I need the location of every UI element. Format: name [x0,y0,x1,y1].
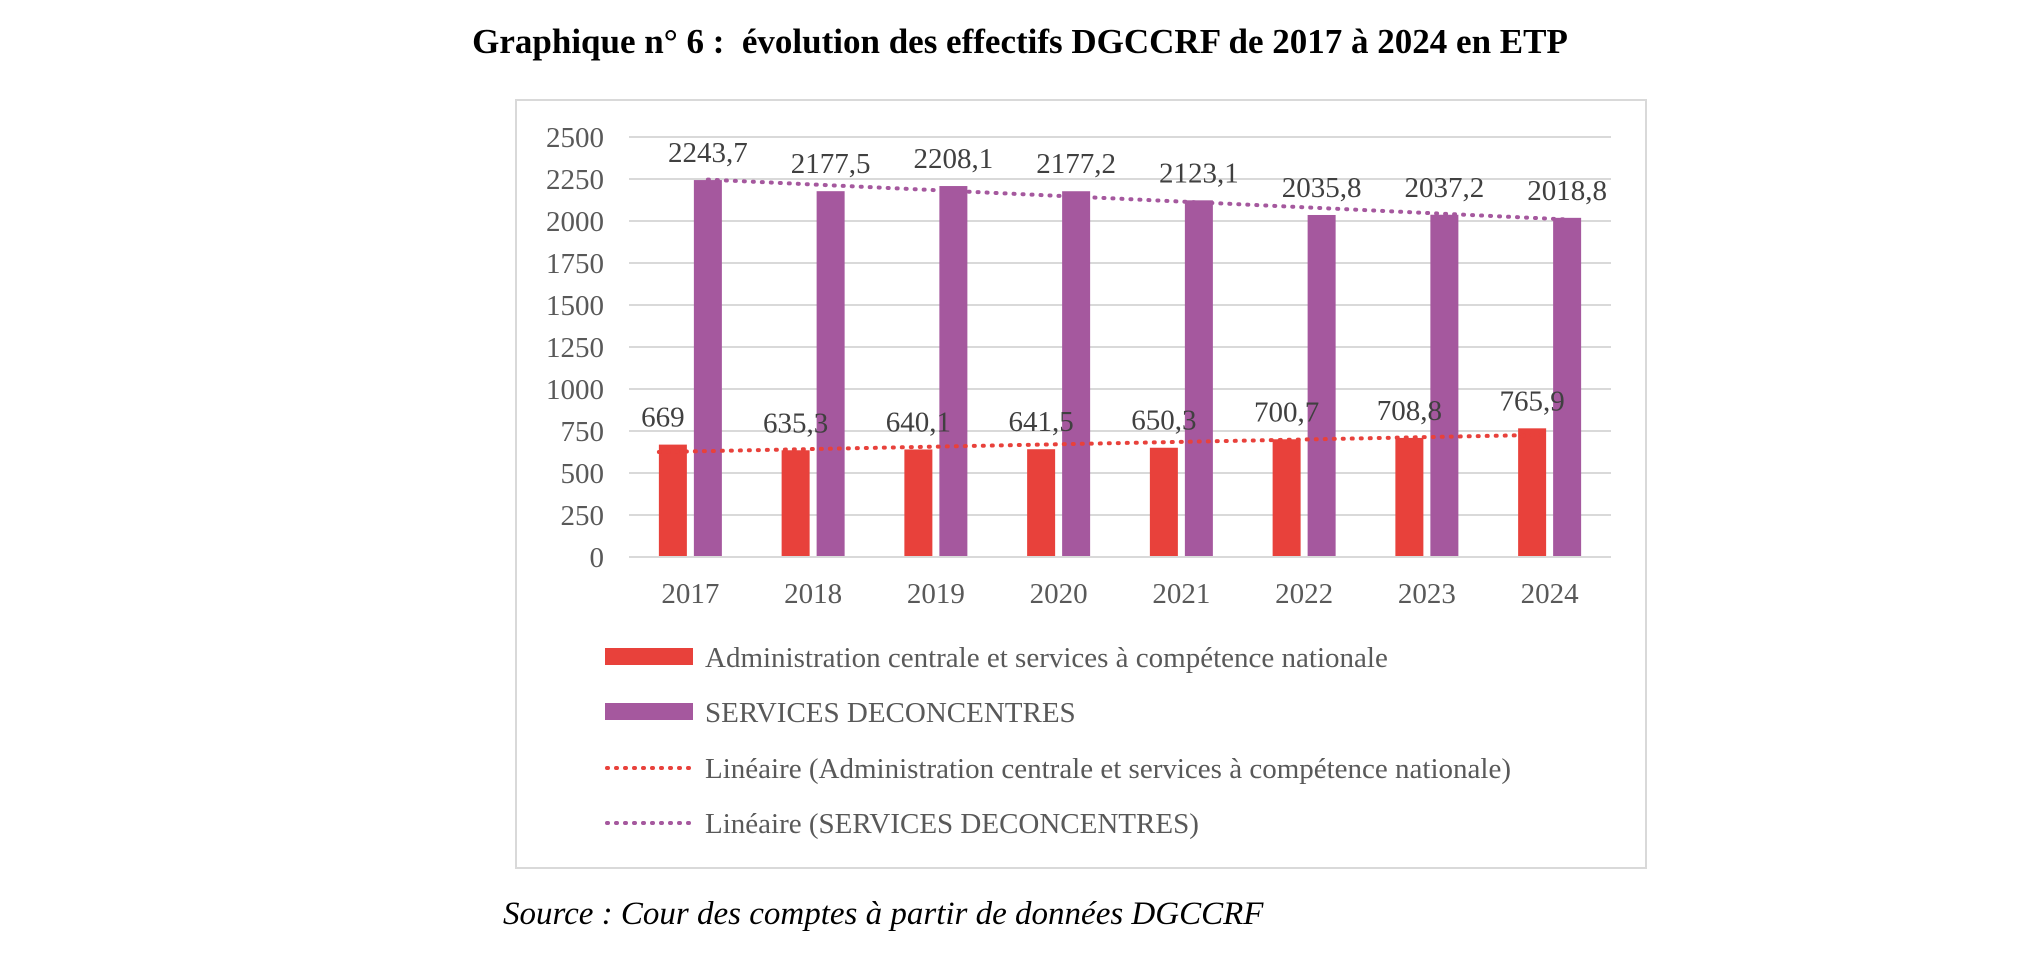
source-note: Source : Cour des comptes à partir de do… [503,896,1264,932]
data-label-services-deconcentres: 2018,8 [1527,175,1607,207]
data-label-services-deconcentres: 2177,5 [791,148,871,180]
y-tick-label: 2000 [546,206,604,238]
legend-trend-admin-centrale-label: Linéaire (Administration centrale et ser… [705,753,1511,785]
y-tick-label: 1500 [546,290,604,322]
data-label-admin-centrale: 635,3 [763,407,828,439]
bar-admin-centrale [658,444,687,557]
y-tick-label: 2500 [546,122,604,154]
data-label-admin-centrale: 669 [641,402,685,434]
y-tick-label: 1250 [546,332,604,364]
bar-services-deconcentres [1184,200,1213,557]
y-tick-label: 250 [561,500,605,532]
x-tick-label: 2019 [907,578,965,610]
x-tick-label: 2021 [1152,578,1210,610]
y-tick-label: 1750 [546,248,604,280]
bars [658,180,1582,558]
y-tick-label: 750 [561,416,605,448]
data-label-services-deconcentres: 2037,2 [1405,172,1485,204]
bar-services-deconcentres [939,186,968,558]
legend-trend-services-deconcentres-label: Linéaire (SERVICES DECONCENTRES) [705,808,1199,840]
y-tick-label: 500 [561,458,605,490]
bar-admin-centrale [1027,449,1056,557]
data-label-admin-centrale: 765,9 [1500,385,1565,417]
bar-admin-centrale [1518,428,1547,557]
data-label-services-deconcentres: 2177,2 [1036,148,1116,180]
data-label-admin-centrale: 641,5 [1009,406,1074,438]
x-tick-label: 2022 [1275,578,1333,610]
x-tick-label: 2024 [1521,578,1580,610]
x-tick-label: 2020 [1030,578,1088,610]
y-tick-label: 0 [590,542,605,574]
chart-frame: 669 635,3 640,1 641,5 650,3 700,7 708,8 765,9 22… [515,99,1647,869]
data-label-services-deconcentres: 2243,7 [668,137,748,169]
bar-services-deconcentres [816,191,845,557]
bar-admin-centrale [904,449,933,557]
bar-admin-centrale [1395,437,1424,557]
bar-services-deconcentres [1307,214,1336,557]
x-tick-label: 2018 [784,578,842,610]
bar-services-deconcentres [1062,191,1091,557]
x-tick-label: 2023 [1398,578,1456,610]
bar-services-deconcentres [693,180,722,557]
chart-title: Graphique n° 6 : évolution des effectifs… [472,22,1568,61]
trendlines [656,177,1570,455]
bar-admin-centrale [1149,447,1178,557]
data-label-services-deconcentres: 2208,1 [914,143,994,175]
bar-admin-centrale [781,450,810,557]
legend-admin-centrale-swatch [605,648,693,665]
trendline-services-deconcentres [705,177,1570,222]
data-label-admin-centrale: 700,7 [1254,396,1319,428]
bar-services-deconcentres [1553,217,1582,557]
legend-services-deconcentres-label: SERVICES DECONCENTRES [705,697,1076,729]
legend-admin-centrale-label: Administration centrale et services à co… [705,642,1388,674]
x-tick-label: 2017 [661,578,719,610]
data-label-admin-centrale: 650,3 [1131,405,1196,437]
legend-services-deconcentres-swatch [605,703,693,720]
bar-services-deconcentres [1430,214,1459,557]
y-tick-label: 1000 [546,374,604,406]
data-label-admin-centrale: 640,1 [886,406,951,438]
data-label-services-deconcentres: 2035,8 [1282,172,1362,204]
data-label-services-deconcentres: 2123,1 [1159,157,1239,189]
axes: 0 250 500 750 1000 1250 1500 1750 2000 2250 2500 20… [546,122,1611,610]
legend: Administration centrale et services à co… [605,642,1511,840]
data-label-admin-centrale: 708,8 [1377,395,1442,427]
chart-svg: 669 635,3 640,1 641,5 650,3 700,7 708,8 765,9 22… [546,122,1611,840]
y-tick-label: 2250 [546,164,604,196]
bar-admin-centrale [1272,439,1301,557]
data-labels: 669 635,3 640,1 641,5 650,3 700,7 708,8 765,9 22… [641,137,1607,439]
